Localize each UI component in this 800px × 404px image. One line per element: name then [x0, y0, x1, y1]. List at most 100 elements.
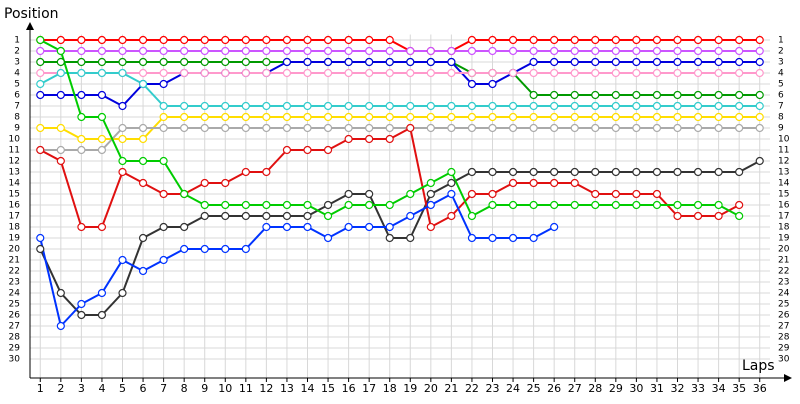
y-tick-label-right: 26 — [778, 311, 790, 321]
lap-marker — [118, 167, 127, 177]
lap-marker — [365, 200, 374, 210]
lap-marker — [488, 167, 497, 177]
lap-marker — [447, 46, 456, 56]
lap-marker — [467, 68, 477, 78]
x-tick-label: 22 — [465, 382, 479, 395]
lap-marker — [97, 145, 107, 155]
lap-marker — [138, 123, 148, 133]
lap-marker — [755, 101, 764, 111]
y-tick-label: 13 — [9, 168, 20, 178]
lap-marker — [159, 79, 168, 89]
lap-marker — [447, 189, 456, 199]
lap-marker — [570, 123, 579, 133]
lap-marker — [570, 101, 579, 111]
lap-marker — [755, 123, 764, 133]
lap-marker — [344, 46, 353, 56]
lap-marker — [447, 57, 456, 67]
lap-marker — [488, 200, 497, 210]
lap-marker — [282, 123, 292, 133]
lap-marker — [97, 57, 107, 67]
lap-marker — [303, 68, 312, 78]
lap-marker — [488, 112, 497, 122]
lap-marker — [550, 167, 559, 177]
lap-marker — [714, 68, 723, 78]
lap-marker — [488, 233, 497, 243]
lap-marker — [262, 68, 271, 78]
lap-marker — [385, 123, 394, 133]
lap-marker — [159, 222, 168, 232]
lap-marker — [344, 35, 353, 45]
lap-marker — [508, 68, 518, 78]
x-tick-label: 25 — [527, 382, 541, 395]
lap-marker — [365, 222, 374, 232]
lap-marker — [632, 167, 641, 177]
lap-marker — [447, 167, 456, 177]
lap-marker — [282, 57, 292, 67]
lap-marker — [426, 101, 435, 111]
lap-marker — [735, 123, 744, 133]
lap-marker — [447, 68, 456, 78]
lap-marker — [385, 57, 394, 67]
lap-marker — [529, 101, 538, 111]
lap-marker — [221, 244, 230, 254]
lap-marker — [323, 101, 333, 111]
position-line — [40, 39, 760, 52]
lap-marker — [693, 68, 703, 78]
lap-marker — [262, 123, 271, 133]
lap-marker — [693, 112, 703, 122]
lap-marker — [735, 46, 744, 56]
lap-marker — [200, 178, 209, 188]
lap-marker — [406, 189, 415, 199]
lap-marker — [467, 35, 477, 45]
x-tick-label: 34 — [712, 382, 726, 395]
lap-marker — [735, 167, 744, 177]
y-tick-label-right: 6 — [778, 91, 784, 101]
x-tick-label: 23 — [486, 382, 500, 395]
y-tick-label: 12 — [9, 157, 20, 167]
lap-marker — [591, 123, 600, 133]
lap-marker — [303, 222, 312, 232]
lap-marker — [652, 112, 662, 122]
lap-marker — [426, 123, 435, 133]
lap-marker — [118, 255, 127, 265]
lap-marker — [221, 200, 230, 210]
lap-marker — [77, 57, 86, 67]
lap-marker — [344, 222, 353, 232]
x-tick-label: 21 — [444, 382, 458, 395]
lap-marker — [570, 200, 579, 210]
lap-marker — [632, 200, 641, 210]
lap-marker — [118, 46, 127, 56]
lap-marker — [241, 200, 250, 210]
y-tick-label: 22 — [9, 267, 20, 277]
lap-marker — [467, 211, 477, 221]
lap-marker — [97, 68, 107, 78]
lap-marker — [180, 222, 189, 232]
lap-marker — [241, 167, 250, 177]
lap-marker — [673, 112, 682, 122]
x-tick-label: 2 — [57, 382, 64, 395]
lap-marker — [385, 134, 394, 144]
lap-marker — [426, 178, 435, 188]
lap-marker — [303, 211, 312, 221]
lap-marker — [159, 57, 168, 67]
lap-marker — [221, 101, 230, 111]
lap-marker — [36, 244, 45, 254]
lap-marker — [365, 101, 374, 111]
lap-marker — [365, 35, 374, 45]
y-tick-label-right: 30 — [778, 355, 790, 365]
lap-marker — [673, 57, 682, 67]
x-tick-label: 27 — [568, 382, 582, 395]
lap-marker — [735, 200, 744, 210]
lap-marker — [138, 134, 148, 144]
y-tick-label: 30 — [9, 355, 21, 365]
lap-marker — [323, 57, 333, 67]
lap-marker — [323, 35, 333, 45]
lap-marker — [323, 145, 333, 155]
lap-marker — [714, 35, 723, 45]
lap-marker — [508, 123, 518, 133]
lap-marker — [673, 211, 682, 221]
y-tick-label-right: 2 — [778, 47, 784, 57]
lap-marker — [693, 57, 703, 67]
y-tick-label-right: 1 — [778, 36, 784, 46]
lap-marker — [611, 35, 620, 45]
